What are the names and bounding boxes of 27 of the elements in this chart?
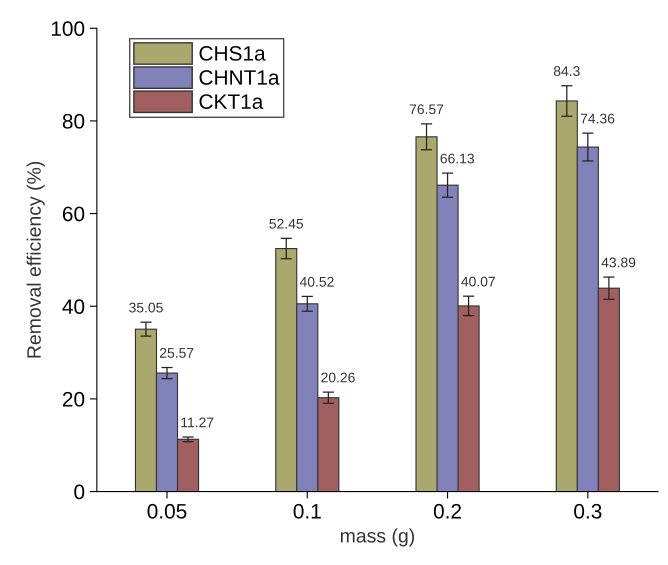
- data-label: 20.26: [321, 372, 355, 382]
- y-tick-label: 40: [62, 299, 84, 314]
- data-label: 11.27: [181, 417, 214, 428]
- legend-label: CHS1a: [200, 46, 266, 61]
- data-label: 25.57: [160, 348, 194, 358]
- y-tick-label: 20: [62, 392, 84, 407]
- data-label: 35.05: [129, 302, 163, 313]
- x-tick-label: 0.05: [148, 504, 186, 519]
- y-axis-title: Removal efficiency (%): [26, 162, 45, 358]
- x-axis-title: mass (g): [340, 528, 414, 546]
- data-label: 40.07: [461, 276, 495, 286]
- data-label: 76.57: [410, 104, 444, 114]
- data-label: 43.89: [601, 258, 636, 268]
- data-label: 74.36: [580, 114, 614, 124]
- data-label: 40.52: [300, 276, 334, 287]
- legend-label: CKT1a: [200, 94, 264, 109]
- y-tick-label: 60: [62, 206, 84, 222]
- data-label: 66.13: [440, 154, 474, 164]
- y-tick-label: 0: [74, 484, 84, 500]
- x-tick-label: 0.3: [574, 504, 602, 519]
- x-tick-label: 0.2: [434, 504, 461, 519]
- y-tick-label: 100: [52, 21, 84, 36]
- y-tick-label: 80: [62, 114, 84, 129]
- legend-label: CHNT1a: [200, 70, 280, 85]
- x-tick-label: 0.1: [294, 504, 321, 519]
- data-label: 84.3: [554, 66, 580, 76]
- data-label: 52.45: [269, 218, 304, 229]
